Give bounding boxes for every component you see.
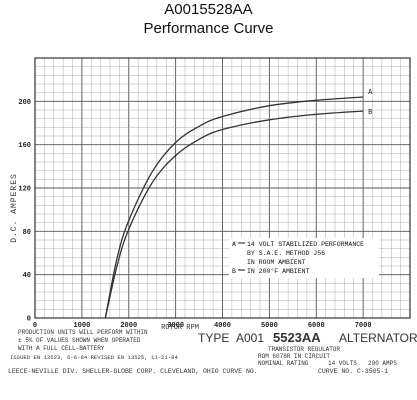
x-tick-label: 3000 — [167, 322, 184, 330]
series-labels: AB — [368, 89, 373, 117]
x-tick-label: 1000 — [73, 322, 90, 330]
rating-label: NOMINAL RATING — [258, 360, 309, 367]
legend-text: IN 200°F AMBIENT — [247, 267, 310, 275]
x-tick-label: 7000 — [355, 322, 372, 330]
chart-curves — [104, 96, 364, 319]
page-subtitle: Performance Curve — [143, 20, 274, 37]
type-part-b: 5523AA — [273, 330, 321, 345]
x-axis-label: ROTOR RPM — [161, 324, 199, 332]
chart-border — [34, 57, 411, 319]
series-line-a — [104, 96, 364, 319]
regulator-line-1: TRANSISTOR REGULATOR — [268, 346, 341, 353]
y-tick-label: 0 — [27, 316, 31, 324]
type-part-a: A001 — [236, 331, 265, 345]
legend-key: B — [232, 268, 236, 275]
y-tick-label: 160 — [18, 142, 31, 150]
y-tick-label: 120 — [18, 186, 31, 194]
x-tick-label: 5000 — [261, 322, 278, 330]
x-tick-label: 4000 — [214, 322, 231, 330]
production-note-1: PRODUCTION UNITS WILL PERFORM WITHIN — [18, 329, 148, 336]
page-title: A0015528AA — [164, 1, 253, 18]
issued-note: ISSUED EN 13523, 6-6-84 REVISED EN 13525… — [10, 354, 178, 361]
series-label-a: A — [368, 89, 373, 97]
production-note-3: WITH A FULL CELL-BATTERY — [18, 345, 105, 352]
rating-amps: 200 AMPS — [368, 360, 397, 367]
x-tick-label: 0 — [33, 322, 37, 330]
chart-ticks: 0 1000 2000 3000 4000 5000 6000 7000 0 40 80 120 160… — [18, 99, 371, 330]
curve-number: CURVE NO. C-3505-1 — [318, 368, 389, 375]
series-label-b: B — [368, 109, 372, 117]
y-tick-label: 80 — [23, 229, 31, 237]
series-line-b — [104, 110, 364, 319]
x-tick-label: 6000 — [308, 322, 325, 330]
y-tick-label: 200 — [18, 99, 31, 107]
legend-text: 14 VOLT STABILIZED PERFORMANCE — [247, 241, 364, 248]
company-line: LEECE-NEVILLE DIV. SHELLER-GLOBE CORP. C… — [8, 368, 258, 375]
x-tick-label: 2000 — [120, 322, 137, 330]
legend-key: A — [232, 241, 236, 248]
y-axis-label: D.C. AMPERES — [10, 173, 19, 243]
legend-text: IN ROOM AMBIENT — [247, 259, 306, 266]
production-note-2: ± 5% OF VALUES SHOWN WHEN OPERATED — [18, 337, 141, 344]
type-prefix: TYPE — [198, 331, 230, 345]
legend-background — [229, 238, 379, 278]
chart-legend: A 14 VOLT STABILIZED PERFORMANCE BY S.A.E.… — [229, 238, 379, 278]
rating-volts: 14 VOLTS — [328, 360, 357, 367]
legend-text: BY S.A.E. METHOD J56 — [247, 250, 325, 257]
chart-frame — [34, 57, 411, 319]
regulator-line-2: ROM 6078R IN CIRCUIT — [258, 353, 331, 360]
type-suffix: ALTERNATOR — [339, 331, 417, 345]
y-tick-label: 40 — [23, 272, 31, 280]
